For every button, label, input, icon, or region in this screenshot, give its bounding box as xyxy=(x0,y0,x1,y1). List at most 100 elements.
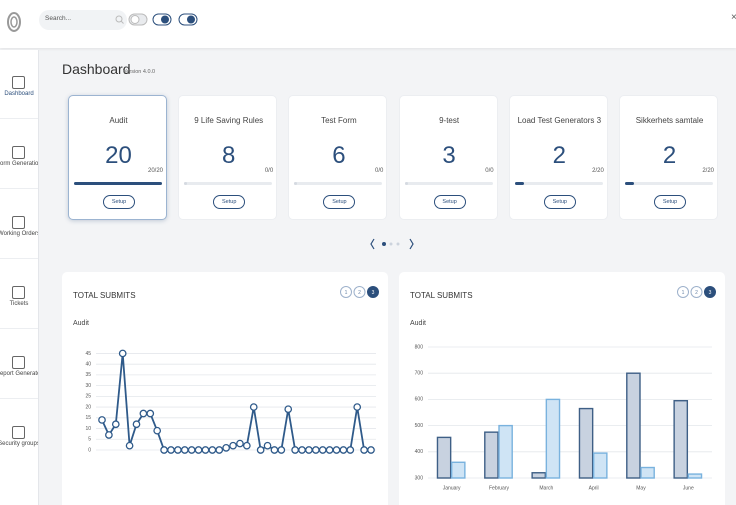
point xyxy=(311,446,320,454)
setup-button[interactable]: Setup xyxy=(433,195,466,209)
point xyxy=(215,446,224,454)
page-label: 2 xyxy=(358,290,361,296)
nav-item[interactable]: Form Generation xyxy=(0,160,38,180)
progress-fill xyxy=(625,182,634,185)
point xyxy=(118,349,127,358)
series-line xyxy=(101,353,371,452)
nav-item[interactable]: Report Generator xyxy=(0,370,38,390)
setup-button[interactable]: Setup xyxy=(213,195,246,209)
progress-label: 20/20 xyxy=(147,168,163,174)
point xyxy=(132,420,141,429)
card-value: 2 xyxy=(662,142,677,169)
progress-fill xyxy=(404,182,408,185)
nav-item[interactable]: Dashboard xyxy=(0,90,38,110)
chart-title: TOTAL SUBMITS xyxy=(73,291,136,300)
page-button[interactable] xyxy=(353,286,366,298)
nav-item[interactable]: Working Orders xyxy=(0,230,38,250)
carousel-nav[interactable] xyxy=(366,236,418,252)
card-value: 2 xyxy=(552,142,566,169)
card: Sikkerhets samtale 2 2/20 Setup xyxy=(619,95,718,220)
card-value: 6 xyxy=(332,142,346,169)
point xyxy=(284,405,293,414)
bar xyxy=(436,436,452,479)
y-tick-label: 300 xyxy=(415,475,424,481)
point xyxy=(139,409,148,418)
point xyxy=(125,441,134,450)
point xyxy=(167,446,175,454)
card-value: 3 xyxy=(442,142,456,169)
search-box[interactable]: Search... xyxy=(39,10,127,30)
x-tick-label: February xyxy=(489,485,510,491)
card-title: Load Test Generators 3 xyxy=(517,116,602,125)
page-button[interactable] xyxy=(340,286,352,298)
page-title: Dashboard xyxy=(62,61,131,77)
chart-subtitle: Audit xyxy=(73,320,89,327)
point xyxy=(325,446,334,454)
point xyxy=(187,446,196,454)
point xyxy=(298,446,306,454)
setup-button[interactable]: Setup xyxy=(543,195,576,209)
point xyxy=(339,446,348,454)
chart-subtitle: Audit xyxy=(410,320,426,327)
search-icon xyxy=(115,15,124,24)
toggles[interactable] xyxy=(128,12,200,28)
progress-track xyxy=(74,182,162,185)
page-button[interactable] xyxy=(677,286,689,298)
progress-fill xyxy=(74,182,162,185)
point xyxy=(256,446,265,454)
y-tick-label: 15 xyxy=(85,415,91,421)
bar xyxy=(640,466,655,479)
x-tick-label: June xyxy=(683,485,694,491)
divider xyxy=(0,258,38,259)
card-title: 9-test xyxy=(439,116,460,125)
nav-item[interactable]: Tickets xyxy=(0,300,38,320)
page-label: 2 xyxy=(695,290,698,296)
progress-fill xyxy=(294,182,298,185)
point xyxy=(332,446,341,454)
point xyxy=(201,446,210,454)
nav-item[interactable]: Security groups xyxy=(0,440,38,460)
point xyxy=(153,426,162,435)
nav-label: Dashboard xyxy=(4,91,34,97)
x-tick-label: January xyxy=(443,485,461,491)
card: Audit 20 20/20 Setup xyxy=(68,95,167,220)
y-tick-label: 500 xyxy=(415,423,424,429)
progress-label: 2/20 xyxy=(702,168,714,174)
y-tick-label: 10 xyxy=(85,426,91,432)
point xyxy=(270,446,279,454)
point xyxy=(263,441,272,450)
point xyxy=(208,446,217,454)
point xyxy=(229,441,237,450)
bar xyxy=(578,407,594,479)
card-title: Test Form xyxy=(321,116,357,125)
page-button[interactable] xyxy=(690,286,703,298)
progress-fill xyxy=(184,182,188,185)
point xyxy=(222,444,231,452)
setup-button[interactable]: Setup xyxy=(654,195,686,209)
point xyxy=(242,441,251,450)
point xyxy=(346,446,355,454)
point xyxy=(146,409,155,418)
page-button[interactable] xyxy=(704,286,716,298)
page-button[interactable] xyxy=(367,286,379,298)
point xyxy=(105,431,113,439)
y-tick-label: 600 xyxy=(415,397,424,403)
setup-button[interactable]: Setup xyxy=(103,195,135,209)
y-tick-label: 20 xyxy=(85,404,91,410)
page-label: 3 xyxy=(709,290,712,296)
point xyxy=(174,446,182,454)
nav-icon xyxy=(12,76,25,89)
nav-label: Tickets xyxy=(9,301,29,307)
card-title: 9 Life Saving Rules xyxy=(194,116,264,125)
setup-button[interactable]: Setup xyxy=(323,195,356,209)
nav-icon xyxy=(12,146,25,159)
bar xyxy=(484,431,499,479)
x-tick-label: April xyxy=(589,485,599,491)
close-icon[interactable]: × xyxy=(731,12,736,23)
point xyxy=(318,446,327,454)
progress-label: 0/0 xyxy=(264,168,274,174)
bar xyxy=(673,400,689,479)
page-label: 1 xyxy=(345,290,348,296)
progress-track xyxy=(514,182,603,185)
